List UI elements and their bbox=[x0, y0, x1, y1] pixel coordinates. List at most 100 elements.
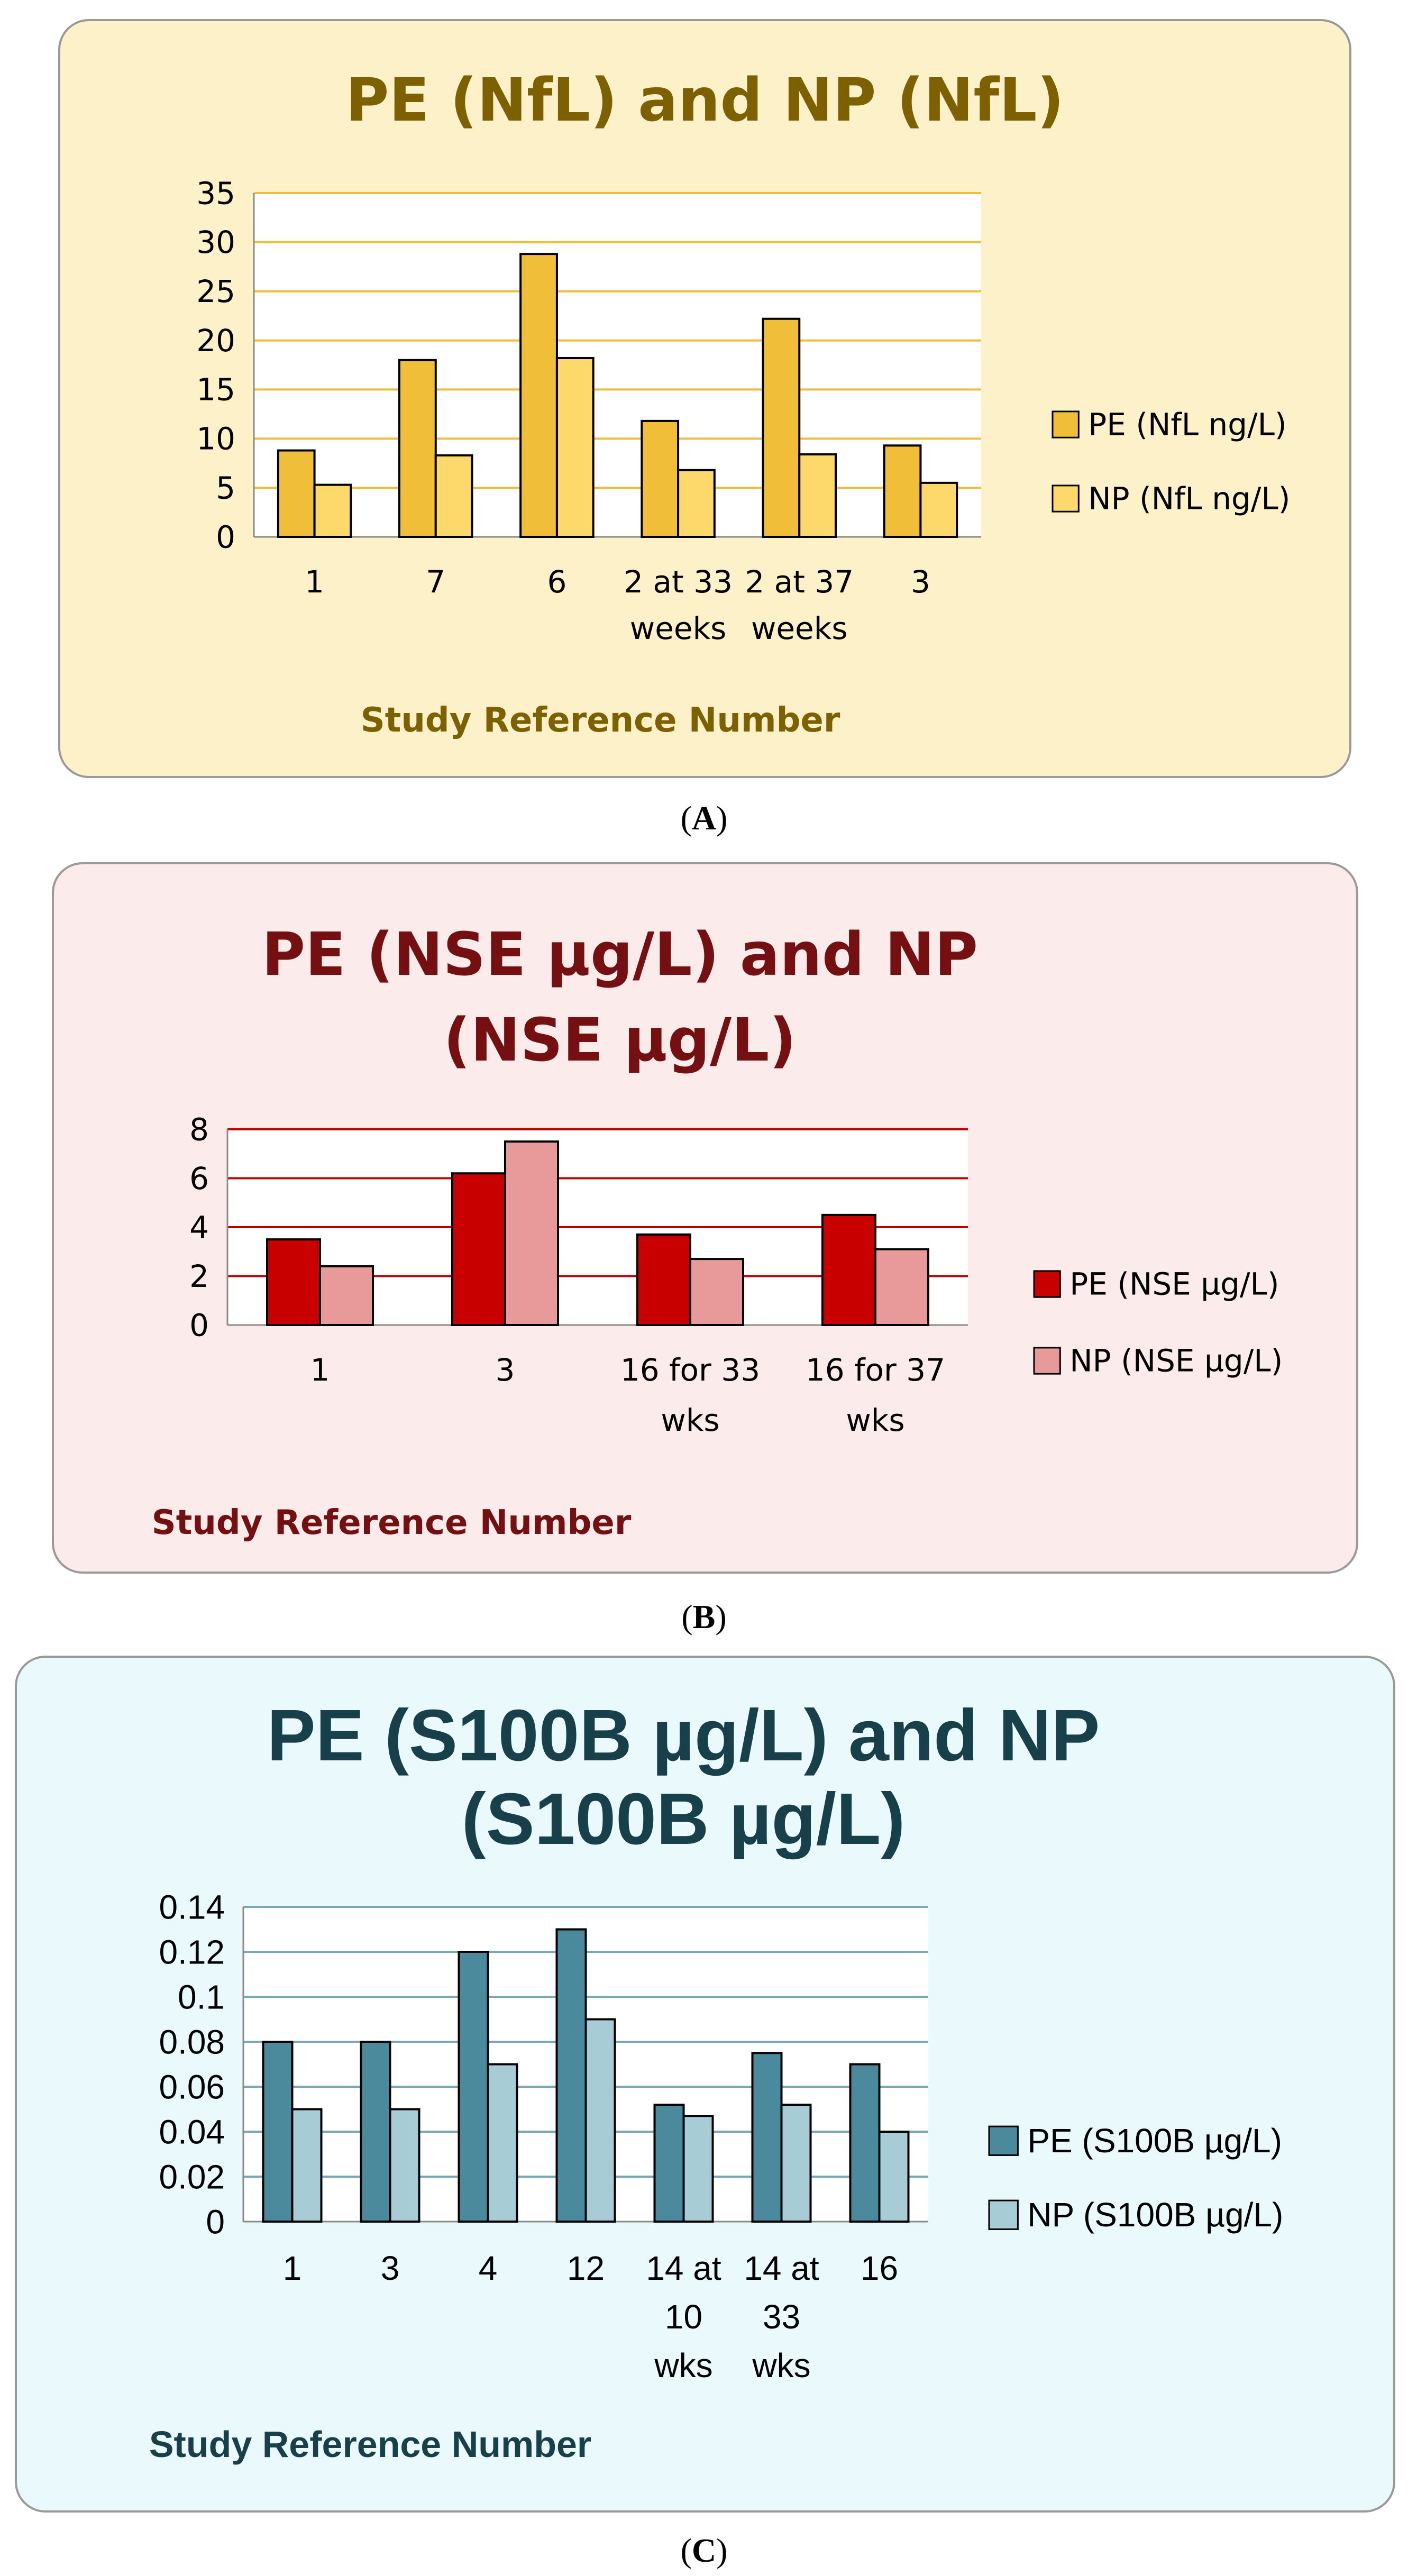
x-axis-title: Study Reference Number bbox=[152, 1503, 632, 1542]
y-tick-label: 30 bbox=[196, 224, 235, 260]
bar-pe bbox=[277, 449, 316, 538]
x-tick-label: 1 bbox=[310, 1352, 330, 1388]
y-tick-label: 20 bbox=[196, 323, 235, 359]
x-tick-label: 14 at 33 wks bbox=[744, 2249, 819, 2385]
y-tick-label: 10 bbox=[196, 421, 235, 457]
x-axis-title: Study Reference Number bbox=[361, 701, 840, 740]
x-tick-label-line: weeks bbox=[751, 610, 848, 646]
x-tick-label-line: 33 bbox=[763, 2298, 800, 2336]
bar-pe bbox=[641, 419, 680, 538]
bar-np bbox=[878, 2131, 910, 2223]
x-tick-label: 16 bbox=[861, 2249, 898, 2287]
legend-swatch bbox=[1033, 1347, 1061, 1375]
x-tick-label-line: 14 at bbox=[646, 2249, 721, 2287]
y-tick-label: 15 bbox=[196, 372, 235, 408]
x-tick-label-line: 12 bbox=[567, 2249, 605, 2287]
x-tick-label: 3 bbox=[911, 564, 930, 600]
bar-pe bbox=[751, 2052, 783, 2223]
bar-pe bbox=[555, 1928, 587, 2223]
x-tick-label: 1 bbox=[283, 2249, 302, 2287]
chart-c: 0 0.02 0.04 0.06 0.08 0.1 0.12 0.14 1 3 4 12 14 at 10… bbox=[149, 1888, 1284, 2465]
y-tick-label: 0.06 bbox=[159, 2068, 225, 2106]
x-tick-label: 6 bbox=[547, 564, 566, 600]
x-tick-label: 3 bbox=[496, 1352, 515, 1388]
bar-np bbox=[313, 483, 352, 538]
x-tick-label-line: 3 bbox=[496, 1352, 515, 1388]
y-tick-label: 6 bbox=[189, 1161, 209, 1196]
plot-area bbox=[254, 193, 981, 537]
x-tick-label: 16 for 33 wks bbox=[620, 1352, 760, 1438]
x-tick-label-line: weeks bbox=[630, 610, 727, 646]
x-tick-label-line: wks bbox=[846, 1402, 904, 1438]
bar-pe bbox=[636, 1233, 691, 1326]
y-tick-label: 2 bbox=[189, 1258, 209, 1294]
legend-label: NP (NfL ng/L) bbox=[1088, 480, 1290, 516]
legend-label: PE (NSE µg/L) bbox=[1069, 1266, 1279, 1302]
x-tick-label: 16 for 37 wks bbox=[806, 1352, 945, 1438]
y-tick-label: 0 bbox=[206, 2203, 225, 2241]
x-tick-label: 1 bbox=[305, 564, 324, 600]
x-tick-label: 7 bbox=[426, 564, 445, 600]
bar-pe bbox=[849, 2063, 881, 2223]
y-tick-label: 0.1 bbox=[178, 1978, 225, 2016]
bar-pe bbox=[762, 317, 801, 538]
x-tick-label-line: 1 bbox=[310, 1352, 330, 1388]
bar-pe bbox=[458, 1951, 489, 2223]
bar-pe bbox=[653, 2104, 685, 2223]
x-axis-title: Study Reference Number bbox=[149, 2424, 591, 2465]
bar-pe bbox=[398, 359, 437, 538]
legend-label: NP (S100B µg/L) bbox=[1027, 2196, 1283, 2234]
x-tick-label-line: 16 for 37 bbox=[806, 1352, 945, 1388]
x-tick-label-line: 1 bbox=[305, 564, 324, 600]
x-tick-label-line: 3 bbox=[911, 564, 930, 600]
x-tick-label-line: 4 bbox=[479, 2249, 498, 2287]
y-tick-label: 0.02 bbox=[159, 2158, 225, 2196]
bar-np bbox=[504, 1140, 559, 1326]
x-tick-label: 4 bbox=[479, 2249, 498, 2287]
y-tick-label: 0.08 bbox=[159, 2023, 225, 2061]
x-tick-label: 14 at 10 wks bbox=[646, 2249, 721, 2385]
legend-swatch bbox=[1052, 485, 1080, 513]
y-tick-label: 0 bbox=[189, 1307, 209, 1343]
caption-b: (B) bbox=[681, 1598, 727, 1636]
legend-swatch bbox=[1052, 410, 1080, 439]
bar-np bbox=[434, 454, 473, 538]
bar-pe bbox=[519, 253, 558, 538]
caption-c: (C) bbox=[680, 2532, 728, 2569]
y-tick-label: 25 bbox=[196, 273, 235, 309]
y-tick-label: 0.04 bbox=[159, 2113, 225, 2151]
bar-np bbox=[555, 357, 595, 538]
y-tick-label: 0.14 bbox=[159, 1888, 225, 1926]
chart-b: 0 2 4 6 8 1 3 16 for 33 wks 16 for 37 wks PE (NSE µ… bbox=[152, 1111, 1283, 1542]
y-tick-label: 8 bbox=[189, 1111, 209, 1147]
bar-np bbox=[487, 2063, 518, 2223]
x-tick-label-line: 10 bbox=[665, 2298, 702, 2336]
bar-np bbox=[291, 2108, 323, 2223]
bar-np bbox=[584, 2018, 616, 2223]
chart-title-c: PE (S100B µg/L) and NP (S100B µg/L) bbox=[267, 1695, 1100, 1860]
x-tick-label-line: 2 at 33 bbox=[624, 564, 733, 600]
x-tick-label: 12 bbox=[567, 2249, 605, 2287]
bar-np bbox=[677, 469, 716, 538]
legend-label: PE (S100B µg/L) bbox=[1027, 2122, 1282, 2160]
bar-np bbox=[919, 481, 958, 538]
x-tick-label-line: wks bbox=[661, 1402, 719, 1438]
bar-np bbox=[682, 2115, 714, 2223]
bar-pe bbox=[821, 1213, 876, 1326]
chart-title-b: PE (NSE µg/L) and NP (NSE µg/L) bbox=[261, 920, 978, 1075]
x-tick-label: 2 at 37 weeks bbox=[745, 564, 854, 646]
x-tick-label-line: 14 at bbox=[744, 2249, 819, 2287]
y-tick-label: 4 bbox=[189, 1209, 209, 1245]
x-tick-label-line: wks bbox=[654, 2346, 712, 2385]
bar-np bbox=[389, 2108, 420, 2223]
x-tick-label: 2 at 33 weeks bbox=[624, 564, 733, 646]
bar-np bbox=[689, 1258, 744, 1326]
bar-pe bbox=[451, 1172, 506, 1326]
y-tick-label: 0 bbox=[216, 519, 235, 555]
caption-a: (A) bbox=[680, 799, 728, 837]
x-tick-label-line: 3 bbox=[381, 2249, 400, 2287]
bar-np bbox=[319, 1265, 374, 1326]
x-tick-label-line: 16 bbox=[861, 2249, 898, 2287]
x-tick-label-line: 6 bbox=[547, 564, 566, 600]
